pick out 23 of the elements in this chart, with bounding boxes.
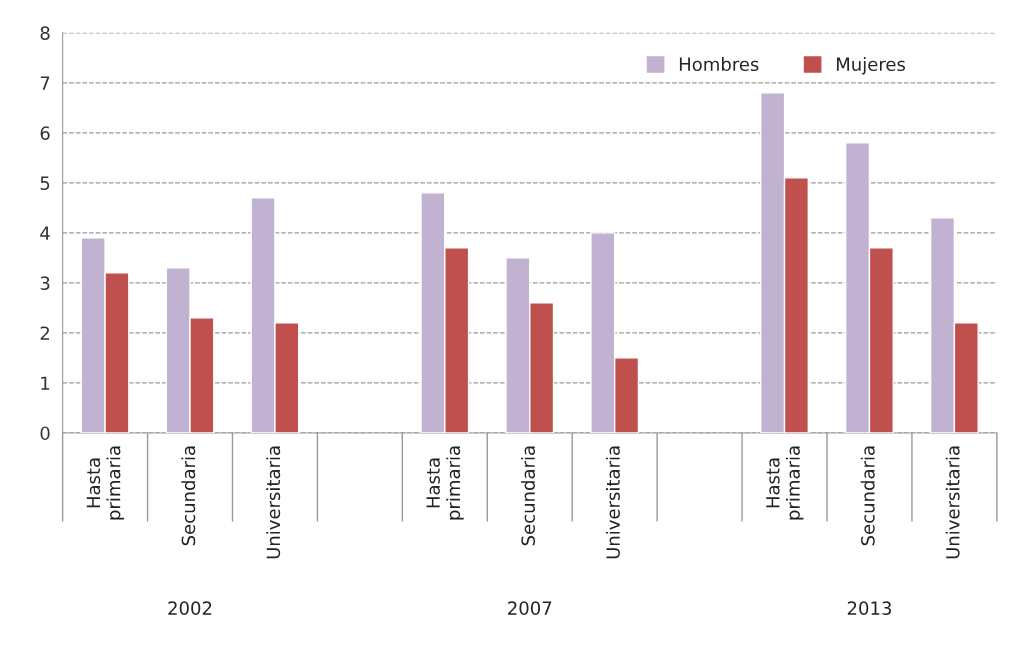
y-tick-label: 5 bbox=[40, 176, 50, 190]
text: 2002 bbox=[168, 601, 212, 615]
x-tick-label: Hasta primaria bbox=[766, 446, 804, 520]
y-tick-label: 8 bbox=[40, 26, 50, 40]
y-tick-label: 6 bbox=[40, 126, 50, 140]
y-tick-label: 1 bbox=[41, 376, 50, 390]
x-tick-label: Secundaria bbox=[860, 446, 875, 546]
x-tick-label: Universitaria bbox=[945, 446, 960, 559]
x-tick-label: Hasta primaria bbox=[86, 446, 124, 520]
x-tick-label: Universitaria bbox=[266, 446, 281, 559]
text: 2007 bbox=[508, 601, 552, 615]
x-tick-label: Hasta primaria bbox=[426, 446, 464, 520]
legend-label: Hombres bbox=[679, 57, 759, 72]
legend-label: Mujeres bbox=[836, 57, 905, 75]
text: 2013 bbox=[847, 601, 891, 615]
x-tick-label: Secundaria bbox=[521, 446, 535, 546]
y-tick-label: 3 bbox=[40, 276, 50, 291]
y-tick-label: 7 bbox=[40, 76, 50, 90]
x-tick-label: Secundaria bbox=[181, 446, 196, 546]
y-tick-label: 0 bbox=[40, 426, 50, 441]
y-tick-label: 2 bbox=[40, 326, 50, 340]
y-tick-label: 4 bbox=[40, 226, 50, 240]
x-tick-label: Universitaria bbox=[605, 446, 620, 559]
